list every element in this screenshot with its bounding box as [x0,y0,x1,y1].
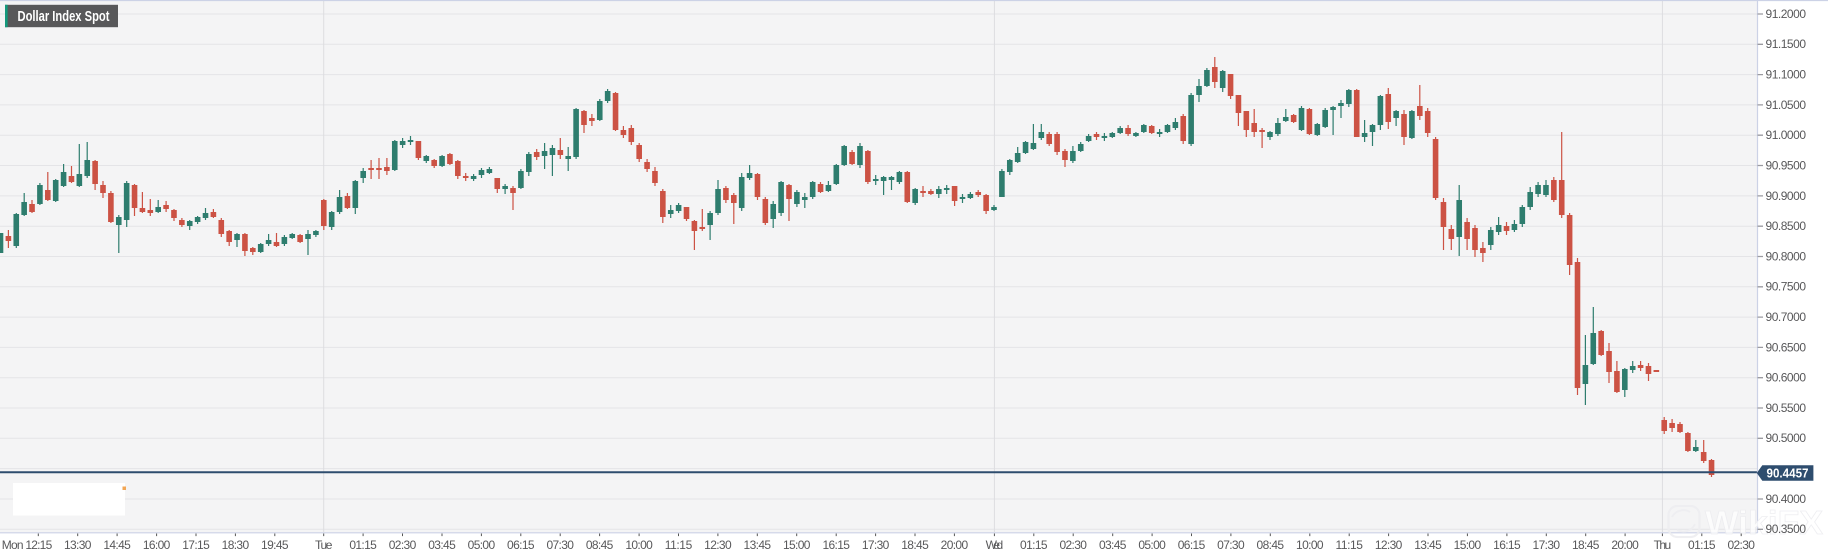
svg-text:16:15: 16:15 [822,538,850,552]
svg-text:20:00: 20:00 [1611,538,1639,552]
svg-text:03:45: 03:45 [1099,538,1127,552]
svg-text:08:45: 08:45 [1257,538,1285,552]
svg-text:16:00: 16:00 [143,538,171,552]
svg-text:06:15: 06:15 [507,538,535,552]
svg-text:05:00: 05:00 [468,538,496,552]
svg-text:90.7500: 90.7500 [1766,280,1807,294]
svg-text:90.4457: 90.4457 [1767,466,1809,480]
svg-text:08:45: 08:45 [586,538,614,552]
svg-text:18:30: 18:30 [222,538,250,552]
svg-text:17:30: 17:30 [1533,538,1561,552]
svg-text:Dollar Index Spot: Dollar Index Spot [18,8,110,25]
svg-text:12:30: 12:30 [704,538,732,552]
svg-text:13:45: 13:45 [1414,538,1442,552]
svg-text:16:15: 16:15 [1493,538,1521,552]
svg-text:91.1500: 91.1500 [1766,37,1807,51]
svg-text:11:15: 11:15 [1335,538,1363,552]
svg-text:01:15: 01:15 [1688,538,1716,552]
svg-text:90.6000: 90.6000 [1766,371,1807,385]
svg-text:91.1000: 91.1000 [1766,68,1807,82]
svg-text:90.9500: 90.9500 [1766,158,1807,172]
svg-text:Thu: Thu [1654,538,1672,552]
svg-text:WikiFX: WikiFX [1705,505,1824,542]
svg-text:90.9000: 90.9000 [1766,189,1807,203]
svg-text:91.0000: 91.0000 [1766,128,1807,142]
svg-text:90.5500: 90.5500 [1766,401,1807,415]
svg-text:07:30: 07:30 [1217,538,1245,552]
svg-text:06:15: 06:15 [1178,538,1206,552]
svg-text:15:00: 15:00 [1454,538,1482,552]
svg-text:19:45: 19:45 [261,538,289,552]
svg-text:90.5000: 90.5000 [1766,431,1807,445]
svg-text:03:45: 03:45 [428,538,456,552]
svg-text:14:45: 14:45 [103,538,131,552]
svg-text:05:00: 05:00 [1138,538,1166,552]
svg-text:90.6500: 90.6500 [1766,340,1807,354]
svg-text:Mon 12:15: Mon 12:15 [2,538,53,552]
svg-text:11:15: 11:15 [665,538,693,552]
svg-text:90.8000: 90.8000 [1766,249,1807,263]
svg-text:07:30: 07:30 [546,538,574,552]
svg-text:91.0500: 91.0500 [1766,98,1807,112]
svg-text:Tue: Tue [315,538,333,552]
svg-text:18:45: 18:45 [1572,538,1600,552]
svg-text:13:30: 13:30 [64,538,92,552]
svg-text:15:00: 15:00 [783,538,811,552]
svg-text:02:30: 02:30 [1727,538,1755,552]
svg-text:20:00: 20:00 [941,538,969,552]
svg-text:90.7000: 90.7000 [1766,310,1807,324]
svg-text:90.8500: 90.8500 [1766,219,1807,233]
svg-text:13:45: 13:45 [744,538,772,552]
svg-text:10:00: 10:00 [625,538,653,552]
svg-text:02:30: 02:30 [1059,538,1087,552]
svg-text:02:30: 02:30 [389,538,417,552]
svg-text:Wed: Wed [986,538,1004,552]
svg-text:18:45: 18:45 [901,538,929,552]
svg-text:90.4000: 90.4000 [1766,492,1807,506]
svg-text:17:15: 17:15 [182,538,210,552]
svg-text:01:15: 01:15 [349,538,377,552]
svg-text:90.3500: 90.3500 [1766,522,1807,536]
svg-text:01:15: 01:15 [1020,538,1048,552]
svg-text:10:00: 10:00 [1296,538,1324,552]
svg-text:12:30: 12:30 [1375,538,1403,552]
svg-text:91.2000: 91.2000 [1766,7,1807,21]
svg-text:17:30: 17:30 [862,538,890,552]
